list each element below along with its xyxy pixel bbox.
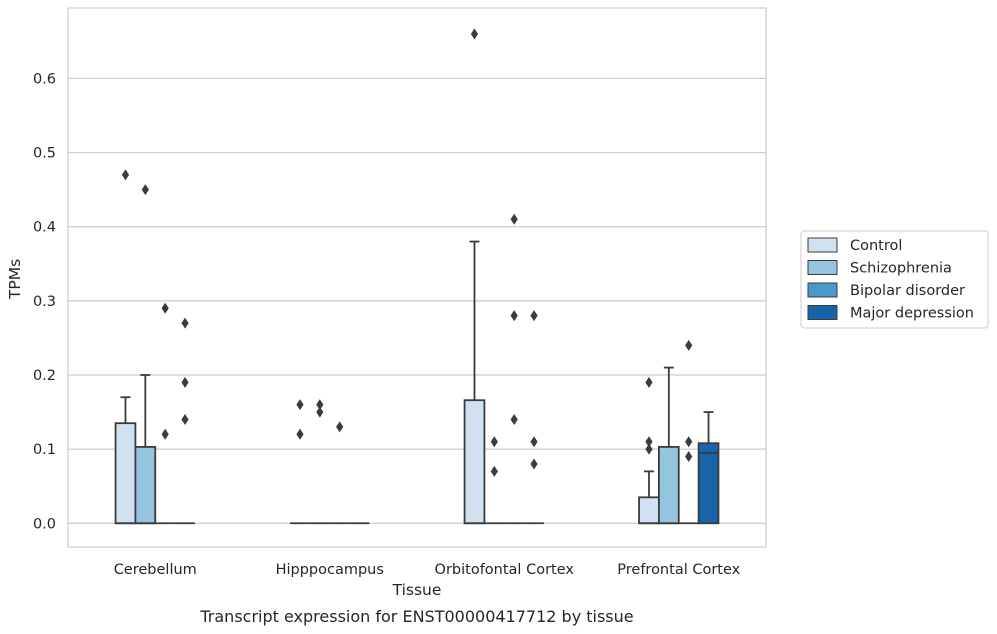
legend-frame [800, 230, 989, 329]
outlier-point [121, 169, 130, 181]
x-tick-label: Hipppocampus [276, 562, 384, 578]
legend: Control Schizophrenia Bipolar disorder Majo… [800, 230, 989, 329]
y-axis-ticks: 0.0 0.1 0.2 0.3 0.4 0.5 0.6 [33, 71, 56, 532]
box [678, 339, 699, 525]
legend-label: Major depression [850, 306, 974, 322]
x-axis-title: Tissue [392, 581, 442, 599]
gridlines [68, 77, 766, 524]
plot-frame [67, 7, 767, 548]
legend-label: Control [850, 238, 902, 254]
x-tick-label: Prefrontal Cortex [617, 562, 740, 578]
outlier-point [685, 451, 693, 463]
outlier-point [530, 458, 538, 470]
box [329, 421, 350, 525]
outlier-point [510, 413, 518, 425]
outlier-point [296, 428, 304, 440]
outlier-point [685, 436, 693, 448]
outlier-point [141, 184, 149, 196]
box [309, 399, 330, 525]
legend-swatch [807, 260, 838, 275]
box [484, 436, 505, 525]
y-tick-label: 0.4 [33, 220, 56, 236]
legend-label: Bipolar disorder [850, 283, 965, 299]
series-major-depression [175, 310, 720, 525]
box-body [114, 422, 137, 525]
legend-swatch [807, 237, 838, 253]
outlier-point [296, 399, 304, 411]
outlier-point [530, 436, 538, 448]
legend-swatch [807, 305, 838, 320]
series-schizophrenia [134, 184, 680, 525]
y-tick-label: 0.3 [33, 294, 56, 310]
y-tick-label: 0.0 [33, 516, 56, 532]
box [134, 184, 157, 525]
box [155, 302, 176, 525]
outlier-point [181, 376, 189, 388]
outlier-point [490, 436, 498, 448]
outlier-point [181, 317, 189, 329]
box-body [134, 446, 157, 525]
legend-swatch [807, 282, 838, 298]
box [524, 310, 544, 525]
box-body [463, 399, 486, 525]
box-body [697, 442, 720, 525]
outlier-point [181, 413, 189, 425]
outlier-point [645, 443, 653, 455]
x-axis-ticks: Cerebellum Hipppocampus Orbitofontal Corte… [114, 562, 741, 578]
y-tick-label: 0.6 [33, 71, 56, 87]
chart-caption: Transcript expression for ENST0000041771… [199, 607, 633, 626]
box [697, 411, 720, 525]
outlier-point [490, 465, 498, 477]
legend-label: Schizophrenia [850, 261, 952, 277]
box-body [638, 496, 660, 525]
box-series [114, 28, 720, 525]
y-tick-label: 0.2 [33, 368, 56, 384]
outlier-point [161, 302, 169, 314]
box [463, 28, 486, 525]
outlier-point [316, 406, 324, 418]
y-axis-title: TPMs [6, 259, 24, 300]
box [114, 169, 137, 525]
box [290, 399, 310, 525]
outlier-point [510, 213, 518, 225]
outlier-point [685, 339, 693, 351]
outlier-point [470, 28, 479, 40]
outlier-point [316, 399, 324, 411]
y-tick-label: 0.5 [33, 146, 56, 162]
box [175, 317, 195, 525]
outlier-point [645, 436, 653, 448]
box [638, 376, 660, 525]
outlier-point [530, 310, 538, 322]
outlier-point [161, 428, 169, 440]
outlier-point [645, 376, 653, 388]
box [658, 366, 680, 525]
y-tick-label: 0.1 [33, 442, 56, 458]
series-bipolar-disorder [155, 213, 699, 525]
outlier-point [336, 421, 344, 433]
box [504, 213, 525, 525]
box-body [658, 446, 680, 525]
x-tick-label: Orbitofontal Cortex [435, 562, 575, 578]
x-tick-label: Cerebellum [114, 562, 197, 578]
outlier-point [510, 310, 518, 322]
